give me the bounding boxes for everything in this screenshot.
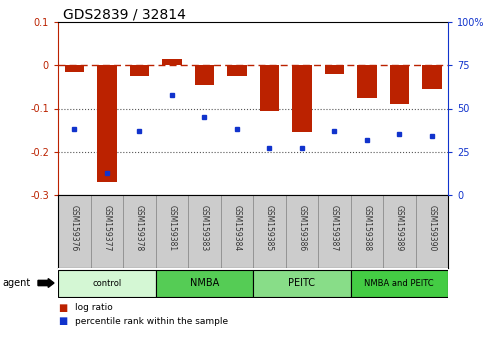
Bar — [415, 195, 448, 268]
Text: control: control — [92, 279, 121, 287]
Bar — [65, 65, 84, 72]
Bar — [351, 269, 448, 297]
Bar — [58, 195, 90, 268]
Bar — [357, 65, 377, 98]
Text: agent: agent — [2, 278, 30, 288]
Text: GSM159389: GSM159389 — [395, 205, 404, 251]
Bar — [383, 195, 415, 268]
Text: GSM159385: GSM159385 — [265, 205, 274, 251]
Text: GSM159377: GSM159377 — [102, 205, 111, 251]
Bar — [253, 269, 351, 297]
Text: log ratio: log ratio — [75, 303, 113, 313]
Text: ■: ■ — [58, 316, 67, 326]
Text: GDS2839 / 32814: GDS2839 / 32814 — [63, 8, 186, 22]
Text: NMBA and PEITC: NMBA and PEITC — [365, 279, 434, 287]
Bar — [259, 65, 279, 111]
Bar — [221, 195, 253, 268]
Bar — [90, 195, 123, 268]
Bar — [227, 65, 246, 76]
Bar — [318, 195, 351, 268]
Text: ■: ■ — [58, 303, 67, 313]
Bar — [285, 195, 318, 268]
Text: PEITC: PEITC — [288, 278, 315, 288]
Bar — [123, 195, 156, 268]
Bar — [156, 195, 188, 268]
Text: GSM159381: GSM159381 — [167, 205, 176, 251]
Text: percentile rank within the sample: percentile rank within the sample — [75, 316, 228, 325]
Bar — [188, 195, 221, 268]
Text: GSM159383: GSM159383 — [200, 205, 209, 251]
Bar — [58, 269, 156, 297]
Bar — [292, 65, 312, 132]
Text: NMBA: NMBA — [190, 278, 219, 288]
Text: GSM159378: GSM159378 — [135, 205, 144, 251]
Bar — [97, 65, 116, 182]
Bar — [129, 65, 149, 76]
Text: GSM159388: GSM159388 — [362, 205, 371, 251]
Bar — [325, 65, 344, 74]
Bar — [162, 59, 182, 65]
Text: GSM159384: GSM159384 — [232, 205, 241, 251]
Text: GSM159376: GSM159376 — [70, 205, 79, 251]
Bar — [351, 195, 383, 268]
Bar — [422, 65, 441, 89]
Bar — [195, 65, 214, 85]
Text: GSM159390: GSM159390 — [427, 205, 436, 251]
Bar — [253, 195, 285, 268]
Bar — [156, 269, 253, 297]
Text: GSM159387: GSM159387 — [330, 205, 339, 251]
Text: GSM159386: GSM159386 — [297, 205, 306, 251]
Bar — [389, 65, 409, 104]
